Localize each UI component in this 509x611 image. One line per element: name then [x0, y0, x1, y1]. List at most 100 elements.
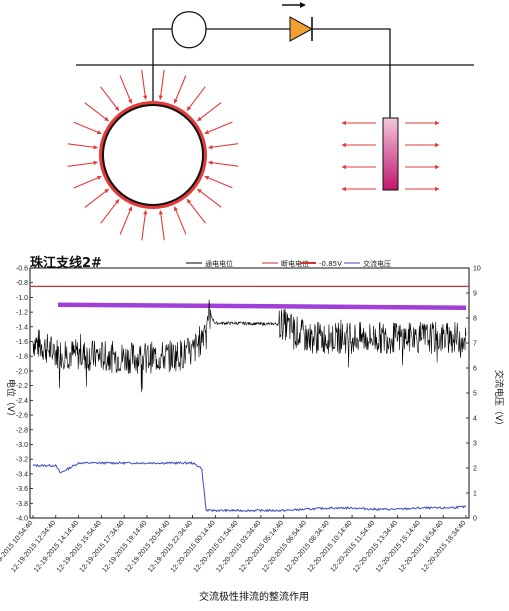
current-arrow	[141, 210, 148, 241]
y2-tick-label: 1	[473, 491, 477, 498]
chart-title: 珠江支线2#	[30, 255, 102, 271]
y2-tick-label: 5	[473, 391, 477, 398]
current-arrow	[67, 143, 98, 150]
circuit-wire-right	[312, 28, 391, 118]
y-tick-label: -2.2	[16, 383, 28, 390]
current-arrow	[208, 160, 239, 167]
x-tick-label: 12-20-2015 01:54:40	[192, 520, 239, 574]
y-tick-label: -3.2	[16, 457, 28, 464]
series-line-off	[57, 302, 467, 310]
y2-tick-label: 10	[473, 266, 481, 273]
legend-label: 通电电位	[205, 259, 233, 268]
current-arrow	[73, 121, 102, 135]
y-tick-label: -1.6	[16, 339, 28, 346]
current-arrow	[84, 188, 109, 208]
y-tick-label: -3.8	[16, 501, 28, 508]
current-arrow	[197, 188, 222, 208]
chart: 珠江支线2# 通电电位 断电电位 -0.85V 交流电压 -0.6 -0.8 -1.0 -1…	[0, 255, 505, 574]
anode-current-arrows	[341, 120, 440, 192]
y-tick-label: -1.8	[16, 354, 28, 361]
circuit-wire	[152, 28, 172, 103]
x-tick-label: 12-19-2015 15:54:40	[56, 520, 103, 574]
y-tick-label: -2.0	[16, 368, 28, 375]
y2-tick-label: 7	[473, 341, 477, 348]
left-axis: -0.6 -0.8 -1.0 -1.2 -1.4 -1.6 -1.8 -2.0 -2.2 -2.4…	[16, 266, 33, 523]
y-tick-label: -1.2	[16, 310, 28, 317]
pipe-cross-section-icon	[99, 101, 207, 209]
y-tick-label: -2.6	[16, 413, 28, 420]
x-tick-label: 12-19-2015 19:14:40	[101, 520, 148, 574]
x-tick-label: 12-19-2015 17:34:40	[79, 520, 126, 574]
x-tick-label: 12-20-2015 18:34:40	[420, 520, 467, 574]
current-arrow	[119, 75, 133, 104]
current-arrow	[141, 69, 148, 100]
x-tick-label: 12-19-2015 22:34:40	[147, 520, 194, 574]
x-tick-label: 12-20-2015 00:14:40	[170, 520, 217, 574]
current-direction-icon	[282, 2, 306, 8]
y-tick-label: -3.4	[16, 471, 28, 478]
figure-caption: 交流极性排流的整流作用	[199, 590, 309, 603]
right-axis: 0 1 2 3 4 5 6 7 8 9 10	[466, 266, 481, 523]
current-arrow	[173, 206, 187, 235]
x-tick-label: 12-20-2015 11:54:40	[330, 520, 377, 574]
x-tick-label: 12-20-2015 03:34:40	[215, 520, 262, 574]
current-arrow	[204, 121, 233, 135]
current-arrow	[158, 210, 165, 241]
chart-legend: 通电电位 断电电位 -0.85V 交流电压	[186, 259, 391, 268]
x-tick-label: 12-20-2015 10:14:40	[306, 520, 353, 574]
current-arrow	[84, 102, 109, 122]
legend-label: -0.85V	[319, 260, 342, 268]
y2-tick-label: 8	[473, 316, 477, 323]
y2-tick-label: 6	[473, 366, 477, 373]
y-tick-label: -0.8	[16, 280, 28, 287]
legend-label: 交流电压	[363, 259, 391, 268]
y2-tick-label: 4	[473, 416, 477, 423]
y-tick-label: -2.8	[16, 427, 28, 434]
current-arrow	[208, 143, 239, 150]
x-tick-label: 12-20-2015 13:34:40	[352, 520, 399, 574]
anode-rod-icon	[382, 117, 399, 191]
current-arrow	[73, 175, 102, 189]
x-tick-label: 12-19-2015 20:54:40	[124, 520, 171, 574]
legend-label: 断电电位	[281, 259, 309, 268]
right-axis-label: 交流电压（V）	[493, 370, 505, 430]
current-arrow	[100, 86, 120, 111]
y-tick-label: -3.6	[16, 486, 28, 493]
y-tick-label: -0.6	[16, 266, 28, 273]
current-arrow	[119, 206, 133, 235]
y2-tick-label: 9	[473, 291, 477, 298]
series-line-on	[32, 299, 467, 393]
y-tick-label: -3.0	[16, 442, 28, 449]
y-tick-label: -1.0	[16, 295, 28, 302]
x-tick-label: 12-20-2015 16:54:40	[398, 520, 445, 574]
y-tick-label: -2.4	[16, 398, 28, 405]
current-arrow	[100, 199, 120, 224]
current-arrow	[204, 175, 233, 189]
pipe-wall	[102, 104, 204, 206]
y2-tick-label: 2	[473, 466, 477, 473]
x-tick-label: 12-20-2015 06:54:40	[261, 520, 308, 574]
coil-icon	[171, 11, 207, 49]
current-arrow	[197, 102, 222, 122]
current-arrow	[186, 86, 206, 111]
circuit-diagram	[67, 2, 474, 241]
y-tick-label: -1.4	[16, 324, 28, 331]
current-arrow	[186, 199, 206, 224]
x-tick-label: 12-20-2015 15:14:40	[375, 520, 422, 574]
current-arrow	[173, 75, 187, 104]
x-tick-label: 12-20-2015 08:34:40	[284, 520, 331, 574]
pipe-current-arrows	[67, 69, 239, 241]
current-arrow	[158, 69, 165, 100]
x-tick-label: 12-19-2015 12:34:40	[10, 520, 57, 574]
y2-tick-label: 0	[473, 516, 477, 523]
y-tick-label: -4.0	[16, 516, 28, 523]
x-tick-label: 12-20-2015 05:14:40	[238, 520, 285, 574]
left-axis-label: 电位（V）	[5, 379, 17, 421]
series-line-ac	[32, 461, 467, 513]
y2-tick-label: 3	[473, 441, 477, 448]
diode-icon	[289, 16, 314, 42]
current-arrow	[67, 160, 98, 167]
chart-series	[30, 285, 469, 513]
